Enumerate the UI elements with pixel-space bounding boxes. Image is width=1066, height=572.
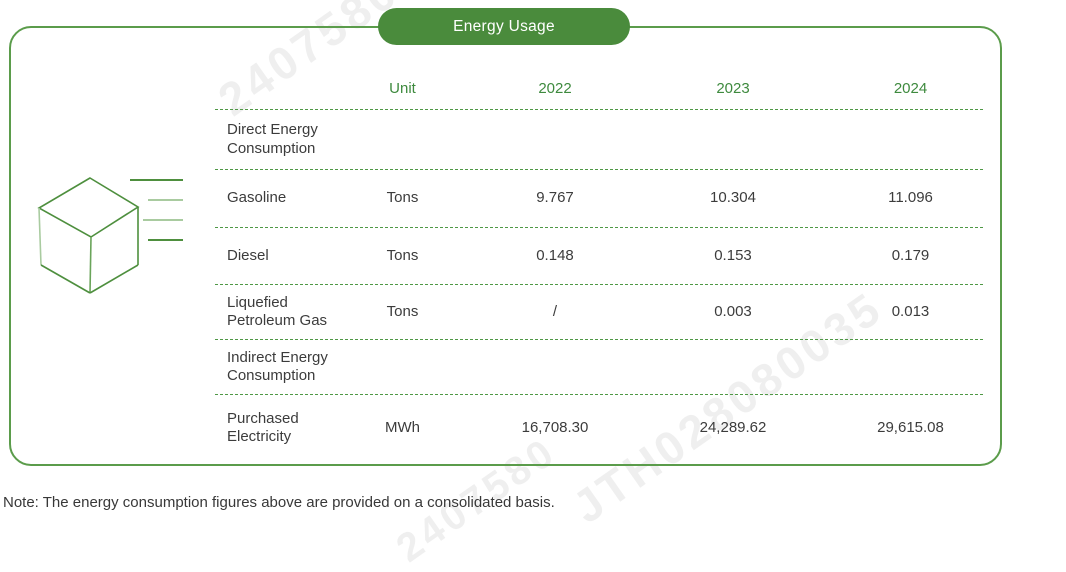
cell-2022: 0.148 (536, 246, 574, 264)
cell-2023: 0.153 (714, 246, 752, 264)
cell-2024: 0.013 (891, 302, 930, 320)
row-label: Direct Energy Consumption (227, 121, 318, 157)
note-text: Note: The energy consumption figures abo… (3, 494, 555, 511)
table-header-row: Unit 2022 2023 2024 (215, 70, 983, 110)
cell-2022: 9.767 (536, 189, 574, 207)
row-label: Diesel (227, 246, 269, 264)
row-label: Gasoline (227, 189, 287, 207)
table-row: Diesel Tons 0.148 0.153 0.179 (215, 228, 983, 285)
cell-unit: MWh (385, 418, 420, 436)
row-label: Purchased Electricity (227, 409, 299, 445)
cell-unit: Tons (386, 302, 419, 320)
section-title: Energy Usage (453, 17, 555, 35)
column-header-2024: 2024 (893, 80, 928, 98)
section-title-badge: Energy Usage (378, 8, 630, 45)
row-label: Indirect Energy Consumption (227, 348, 328, 384)
cell-2022: 16,708.30 (521, 418, 589, 436)
cell-2024: 29,615.08 (877, 418, 944, 436)
cell-2023: 24,289.62 (699, 418, 767, 436)
energy-usage-table: Unit 2022 2023 2024 Direct Energy Consum… (215, 70, 983, 461)
table-row: Gasoline Tons 9.767 10.304 11.096 (215, 170, 983, 228)
cell-2023: 0.003 (714, 302, 752, 320)
row-label: Liquefied Petroleum Gas (227, 293, 328, 329)
cell-unit: Tons (386, 246, 419, 264)
table-row: Indirect Energy Consumption (215, 340, 983, 395)
cell-2024: 11.096 (888, 189, 933, 207)
table-row: Purchased Electricity MWh 16,708.30 24,289.… (215, 395, 983, 461)
cell-2024: 0.179 (891, 246, 930, 264)
table-row: Liquefied Petroleum Gas Tons / 0.003 0.013 (215, 285, 983, 340)
page: 2407580 JTH028080035 2407580 Energy Usag… (3, 0, 1002, 571)
cube-wireframe-icon (33, 170, 185, 303)
column-header-unit: Unit (389, 80, 416, 98)
column-header-2022: 2022 (538, 80, 572, 98)
column-header-2023: 2023 (716, 80, 750, 98)
cell-2023: 10.304 (710, 189, 756, 207)
table-row: Direct Energy Consumption (215, 110, 983, 170)
cell-unit: Tons (386, 189, 419, 207)
cell-2022: / (552, 302, 558, 320)
table-body: Direct Energy Consumption Gasoline Tons 9.7… (215, 110, 983, 461)
